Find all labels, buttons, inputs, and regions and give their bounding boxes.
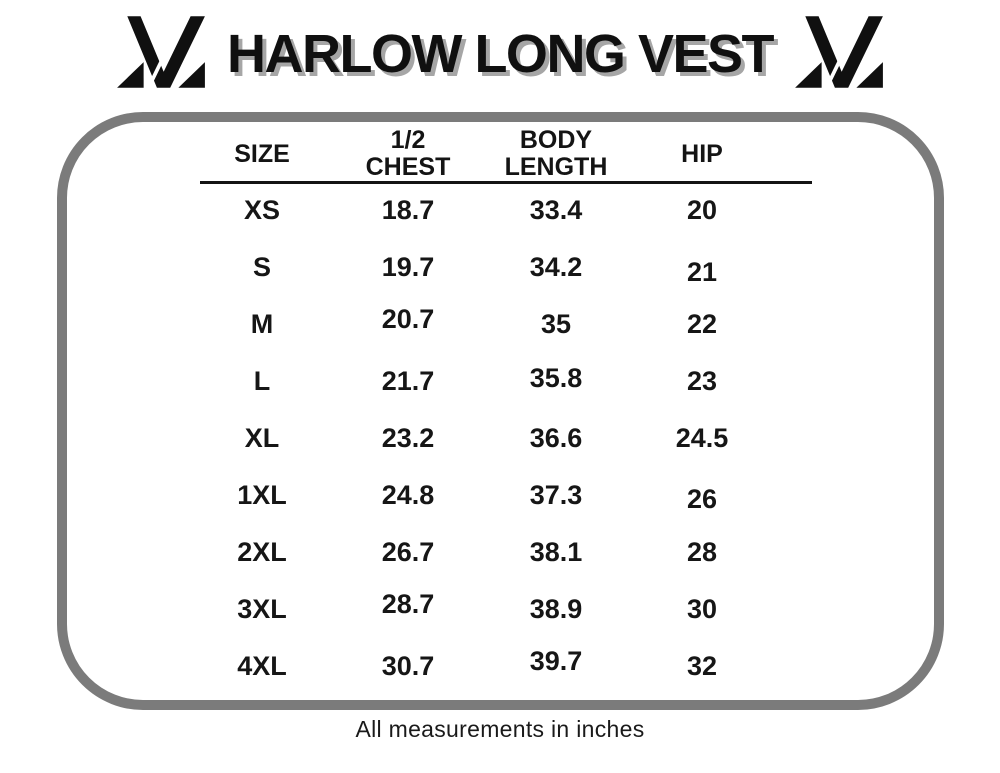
body-length-cell: 35 xyxy=(540,309,572,339)
header-row: SIZE 1/2 CHEST BODY LENGTH HIP xyxy=(190,126,774,182)
half-chest-cell: 28.7 xyxy=(381,589,435,619)
size-cell: 2XL xyxy=(237,537,287,567)
masthead: HARLOW LONG VEST xyxy=(0,16,1000,92)
column-header-half-chest: 1/2 CHEST xyxy=(334,126,482,182)
column-header-size: SIZE xyxy=(190,126,334,182)
size-cell: 3XL xyxy=(237,594,287,624)
half-chest-cell: 23.2 xyxy=(381,423,435,453)
table-row: S 19.7 34.2 21 xyxy=(190,239,774,296)
hip-cell: 24.5 xyxy=(675,423,729,453)
size-cell: M xyxy=(250,309,274,339)
hip-cell: 23 xyxy=(686,366,718,396)
column-header-label: HIP xyxy=(681,139,723,168)
rounded-frame xyxy=(57,112,944,710)
body-length-cell: 37.3 xyxy=(529,480,583,510)
units-note: All measurements in inches xyxy=(355,716,645,742)
hip-cell: 32 xyxy=(686,651,718,681)
body-length-cell: 35.8 xyxy=(529,363,583,393)
hip-cell: 21 xyxy=(686,257,718,287)
table-row: 3XL 28.7 38.9 30 xyxy=(190,581,774,638)
brand-m-mark-icon xyxy=(791,16,887,92)
header-divider xyxy=(200,181,812,184)
size-cell: S xyxy=(252,252,271,282)
table-row: L 21.7 35.8 23 xyxy=(190,353,774,410)
body-length-cell: 39.7 xyxy=(529,646,583,676)
hip-cell: 28 xyxy=(686,537,718,567)
half-chest-cell: 21.7 xyxy=(381,366,435,396)
half-chest-cell: 30.7 xyxy=(381,651,435,681)
body-length-cell: 38.9 xyxy=(529,594,583,624)
table-row: 2XL 26.7 38.1 28 xyxy=(190,524,774,581)
table-row: 4XL 30.7 39.7 32 xyxy=(190,638,774,695)
size-cell: 1XL xyxy=(237,480,287,510)
size-table: SIZE 1/2 CHEST BODY LENGTH HIP XS 18.7 3… xyxy=(190,126,774,695)
hip-cell: 30 xyxy=(686,594,718,624)
column-header-label: 1/2 CHEST xyxy=(365,126,451,181)
half-chest-cell: 20.7 xyxy=(381,304,435,334)
hip-cell: 26 xyxy=(686,484,718,514)
column-header-label: SIZE xyxy=(234,139,290,168)
column-header-body-length: BODY LENGTH xyxy=(482,126,630,182)
column-header-label: BODY LENGTH xyxy=(504,126,608,181)
hip-cell: 20 xyxy=(686,195,718,225)
hip-cell: 22 xyxy=(686,309,718,339)
size-cell: L xyxy=(253,366,271,396)
half-chest-cell: 24.8 xyxy=(381,480,435,510)
column-header-hip: HIP xyxy=(630,126,774,182)
size-cell: XS xyxy=(243,195,281,225)
body-length-cell: 36.6 xyxy=(529,423,583,453)
half-chest-cell: 18.7 xyxy=(381,195,435,225)
table-row: XS 18.7 33.4 20 xyxy=(190,182,774,239)
body-length-cell: 33.4 xyxy=(529,195,583,225)
body-length-cell: 38.1 xyxy=(529,537,583,567)
table-row: 1XL 24.8 37.3 26 xyxy=(190,467,774,524)
table-row: XL 23.2 36.6 24.5 xyxy=(190,410,774,467)
brand-m-mark-icon xyxy=(113,16,209,92)
size-cell: 4XL xyxy=(237,651,287,681)
table-row: M 20.7 35 22 xyxy=(190,296,774,353)
half-chest-cell: 19.7 xyxy=(381,252,435,282)
body-length-cell: 34.2 xyxy=(529,252,583,282)
page-title: HARLOW LONG VEST xyxy=(227,24,774,84)
half-chest-cell: 26.7 xyxy=(381,537,435,567)
size-cell: XL xyxy=(244,423,280,453)
